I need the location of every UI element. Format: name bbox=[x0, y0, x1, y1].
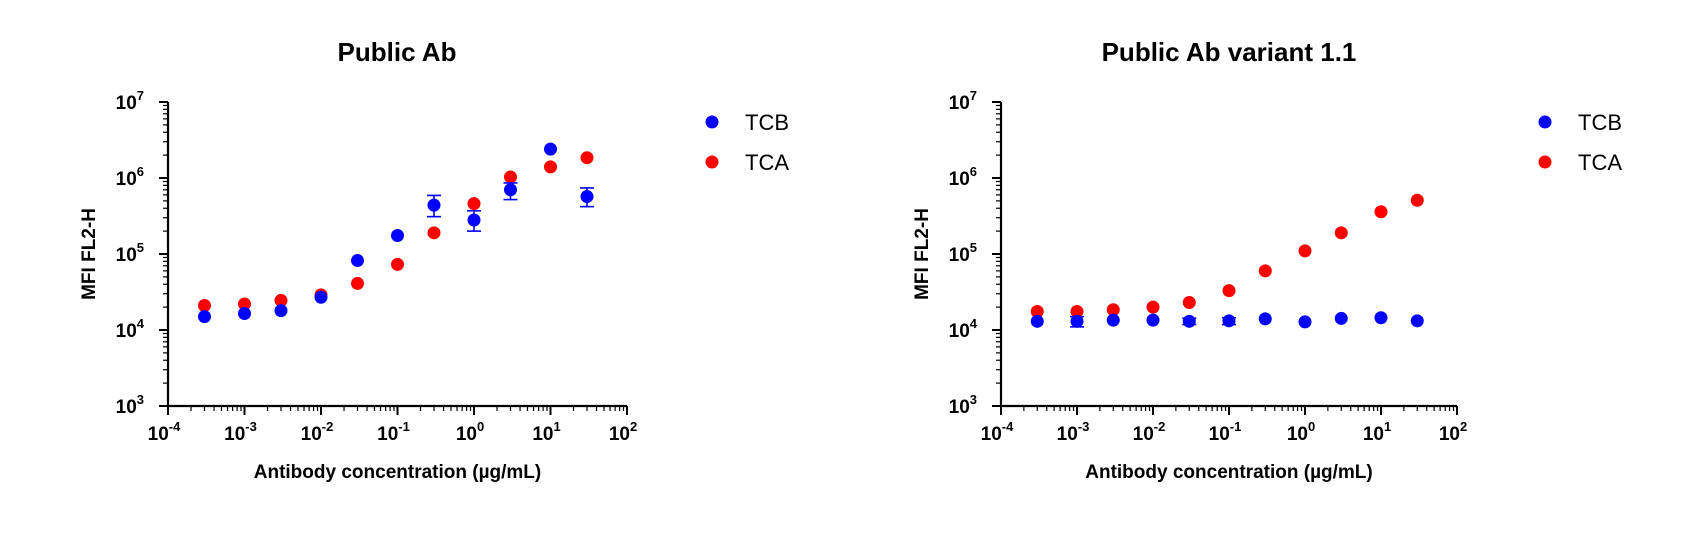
data-point-tcb bbox=[350, 254, 364, 268]
legend-marker-tcb bbox=[1538, 115, 1552, 129]
data-point-tcb bbox=[1222, 314, 1236, 328]
data-point-tcb bbox=[467, 213, 481, 227]
x-tick-label: 102 bbox=[1439, 419, 1467, 445]
data-point-tcb bbox=[1258, 312, 1272, 326]
data-point-tca bbox=[1410, 193, 1424, 207]
x-axis-label: Antibody concentration (µg/mL) bbox=[1085, 462, 1373, 483]
data-point-tcb bbox=[1182, 314, 1196, 328]
x-tick-label: 10-3 bbox=[224, 419, 257, 445]
data-point-tcb bbox=[314, 290, 328, 304]
data-point-tcb bbox=[1298, 315, 1312, 329]
series-tcb bbox=[1030, 311, 1424, 329]
legend-label-tca: TCA bbox=[745, 150, 789, 175]
chart-title: Public Ab variant 1.1 bbox=[1102, 37, 1357, 67]
chart-panel-1: Public Ab 103 104 105 106 107 10-4 10-3 10-2 10-1… bbox=[79, 37, 789, 483]
x-tick-label: 100 bbox=[1287, 419, 1315, 445]
x-tick-label: 10-4 bbox=[981, 419, 1014, 445]
data-point-tca bbox=[1298, 244, 1312, 258]
data-point-tcb bbox=[503, 183, 517, 197]
data-point-tcb bbox=[274, 304, 288, 318]
legend-label-tcb: TCB bbox=[1578, 110, 1622, 135]
data-point-tcb bbox=[1410, 314, 1424, 328]
data-point-tcb bbox=[1106, 313, 1120, 327]
y-tick-label: 104 bbox=[116, 316, 145, 342]
x-tick-label: 10-1 bbox=[377, 419, 410, 445]
series-tcb bbox=[197, 142, 594, 324]
x-tick-label: 10-1 bbox=[1209, 419, 1242, 445]
data-point-tca bbox=[1258, 264, 1272, 278]
chart-panel-2: Public Ab variant 1.1 103 104 105 106 107 10-4… bbox=[912, 37, 1622, 483]
x-tick-label: 101 bbox=[532, 419, 560, 445]
y-tick-label: 104 bbox=[949, 316, 978, 342]
x-tick-label: 10-4 bbox=[148, 419, 181, 445]
data-point-tca bbox=[1106, 303, 1120, 317]
legend-label-tcb: TCB bbox=[745, 110, 789, 135]
data-point-tcb bbox=[544, 142, 557, 156]
x-tick-label: 101 bbox=[1363, 419, 1391, 445]
data-point-tca bbox=[1070, 305, 1084, 319]
data-point-tca bbox=[580, 151, 594, 165]
data-point-tcb bbox=[197, 310, 211, 324]
data-point-tcb bbox=[1374, 311, 1388, 325]
y-tick-label: 103 bbox=[949, 392, 977, 418]
x-tick-label: 102 bbox=[609, 419, 637, 445]
legend-marker-tca bbox=[705, 155, 719, 169]
legend-label-tca: TCA bbox=[1578, 150, 1622, 175]
data-point-tcb bbox=[1070, 314, 1084, 328]
x-tick-label: 100 bbox=[456, 419, 484, 445]
y-tick-label: 107 bbox=[949, 88, 977, 114]
data-point-tca bbox=[1182, 296, 1196, 310]
y-tick-label: 106 bbox=[949, 164, 977, 190]
x-axis-label: Antibody concentration (µg/mL) bbox=[254, 462, 542, 483]
data-point-tca bbox=[391, 257, 404, 271]
x-tick-label: 10-3 bbox=[1057, 419, 1090, 445]
y-axis-label: MFI FL2-H bbox=[912, 208, 933, 300]
y-tick-label: 105 bbox=[116, 240, 144, 266]
chart-title: Public Ab bbox=[338, 37, 457, 67]
legend-marker-tcb bbox=[705, 115, 719, 129]
data-point-tcb bbox=[391, 229, 404, 243]
data-point-tca bbox=[1030, 305, 1044, 319]
y-tick-label: 107 bbox=[116, 88, 144, 114]
y-tick-label: 103 bbox=[116, 392, 144, 418]
data-point-tcb bbox=[1334, 311, 1348, 325]
data-point-tca bbox=[238, 297, 251, 311]
data-point-tca bbox=[427, 226, 441, 240]
data-point-tcb bbox=[1146, 313, 1160, 327]
data-point-tca bbox=[1334, 226, 1348, 240]
y-axis-label: MFI FL2-H bbox=[79, 208, 100, 300]
x-tick-label: 10-2 bbox=[1133, 419, 1166, 445]
data-point-tca bbox=[503, 170, 517, 184]
data-point-tca bbox=[350, 276, 364, 290]
data-point-tca bbox=[274, 293, 288, 307]
data-point-tca bbox=[1146, 300, 1160, 314]
data-point-tca bbox=[1222, 284, 1236, 298]
data-point-tca bbox=[1374, 205, 1388, 219]
data-point-tcb bbox=[580, 190, 594, 204]
x-tick-label: 10-2 bbox=[301, 419, 334, 445]
data-point-tca bbox=[544, 160, 557, 174]
legend-marker-tca bbox=[1538, 155, 1552, 169]
data-point-tcb bbox=[238, 306, 251, 320]
data-point-tca bbox=[197, 299, 211, 313]
data-point-tca bbox=[467, 197, 481, 211]
y-tick-label: 105 bbox=[949, 240, 977, 266]
series-tca bbox=[1030, 193, 1424, 319]
y-tick-label: 106 bbox=[116, 164, 144, 190]
data-point-tcb bbox=[1030, 314, 1044, 328]
data-point-tcb bbox=[427, 198, 441, 212]
